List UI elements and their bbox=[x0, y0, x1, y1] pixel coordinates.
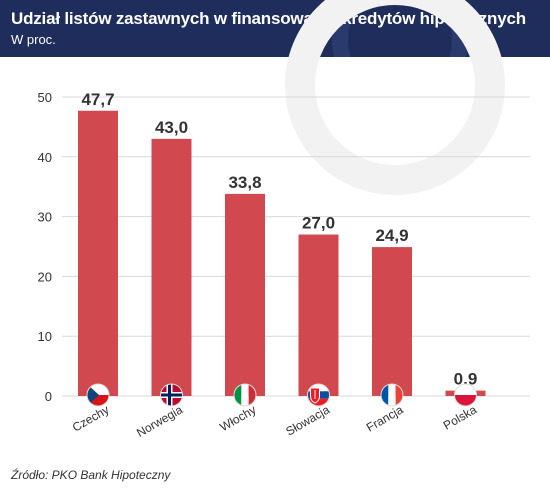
italy-flag-icon bbox=[233, 383, 257, 407]
x-axis-ticks: Czechy Norwegia Włochy Słowacja Francja Polsk… bbox=[70, 402, 479, 440]
x-tick-label: Francja bbox=[364, 402, 406, 434]
chart-subtitle: W proc. bbox=[11, 32, 56, 47]
y-axis-ticks: 0 10 20 30 40 50 bbox=[38, 90, 52, 404]
value-label: 33,8 bbox=[228, 173, 261, 192]
bar-norwegia bbox=[151, 138, 192, 397]
bars bbox=[78, 110, 486, 397]
background-watermark-icon bbox=[285, 0, 505, 195]
source-note: Źródło: PKO Bank Hipoteczny bbox=[11, 468, 171, 482]
value-label: 43,0 bbox=[155, 118, 188, 137]
value-label: 27,0 bbox=[302, 214, 335, 233]
value-label: 47,7 bbox=[81, 90, 114, 109]
norway-flag-icon bbox=[160, 383, 183, 407]
y-tick-label: 20 bbox=[38, 269, 52, 284]
y-tick-label: 50 bbox=[38, 90, 52, 105]
bar-słowacja bbox=[298, 234, 339, 396]
y-tick-label: 40 bbox=[38, 150, 52, 165]
value-labels: 47,7 43,0 33,8 27,0 24,9 0,9 bbox=[81, 90, 477, 389]
gridlines bbox=[62, 96, 530, 397]
chart-title: Udział listów zastawnych w finansowaniu … bbox=[11, 9, 526, 28]
slovakia-flag-icon bbox=[307, 383, 330, 407]
czech-flag-icon bbox=[86, 383, 110, 407]
bar-francja bbox=[372, 247, 412, 396]
value-label: 0,9 bbox=[454, 370, 478, 389]
bar-włochy bbox=[225, 193, 265, 396]
poland-flag-icon bbox=[454, 383, 477, 407]
x-tick-label: Polska bbox=[441, 402, 479, 432]
x-tick-label: Norwegia bbox=[134, 402, 185, 440]
x-tick-label: Słowacja bbox=[283, 402, 332, 438]
watermark-logo-icon bbox=[332, 0, 468, 57]
flags bbox=[86, 383, 477, 407]
y-tick-label: 30 bbox=[38, 210, 52, 225]
x-tick-label: Włochy bbox=[217, 402, 258, 434]
y-tick-label: 0 bbox=[45, 389, 52, 404]
x-tick-label: Czechy bbox=[70, 402, 112, 434]
france-flag-icon bbox=[380, 383, 404, 407]
bar-czechy bbox=[78, 110, 118, 396]
y-tick-label: 10 bbox=[38, 329, 52, 344]
value-label: 24,9 bbox=[375, 226, 408, 245]
